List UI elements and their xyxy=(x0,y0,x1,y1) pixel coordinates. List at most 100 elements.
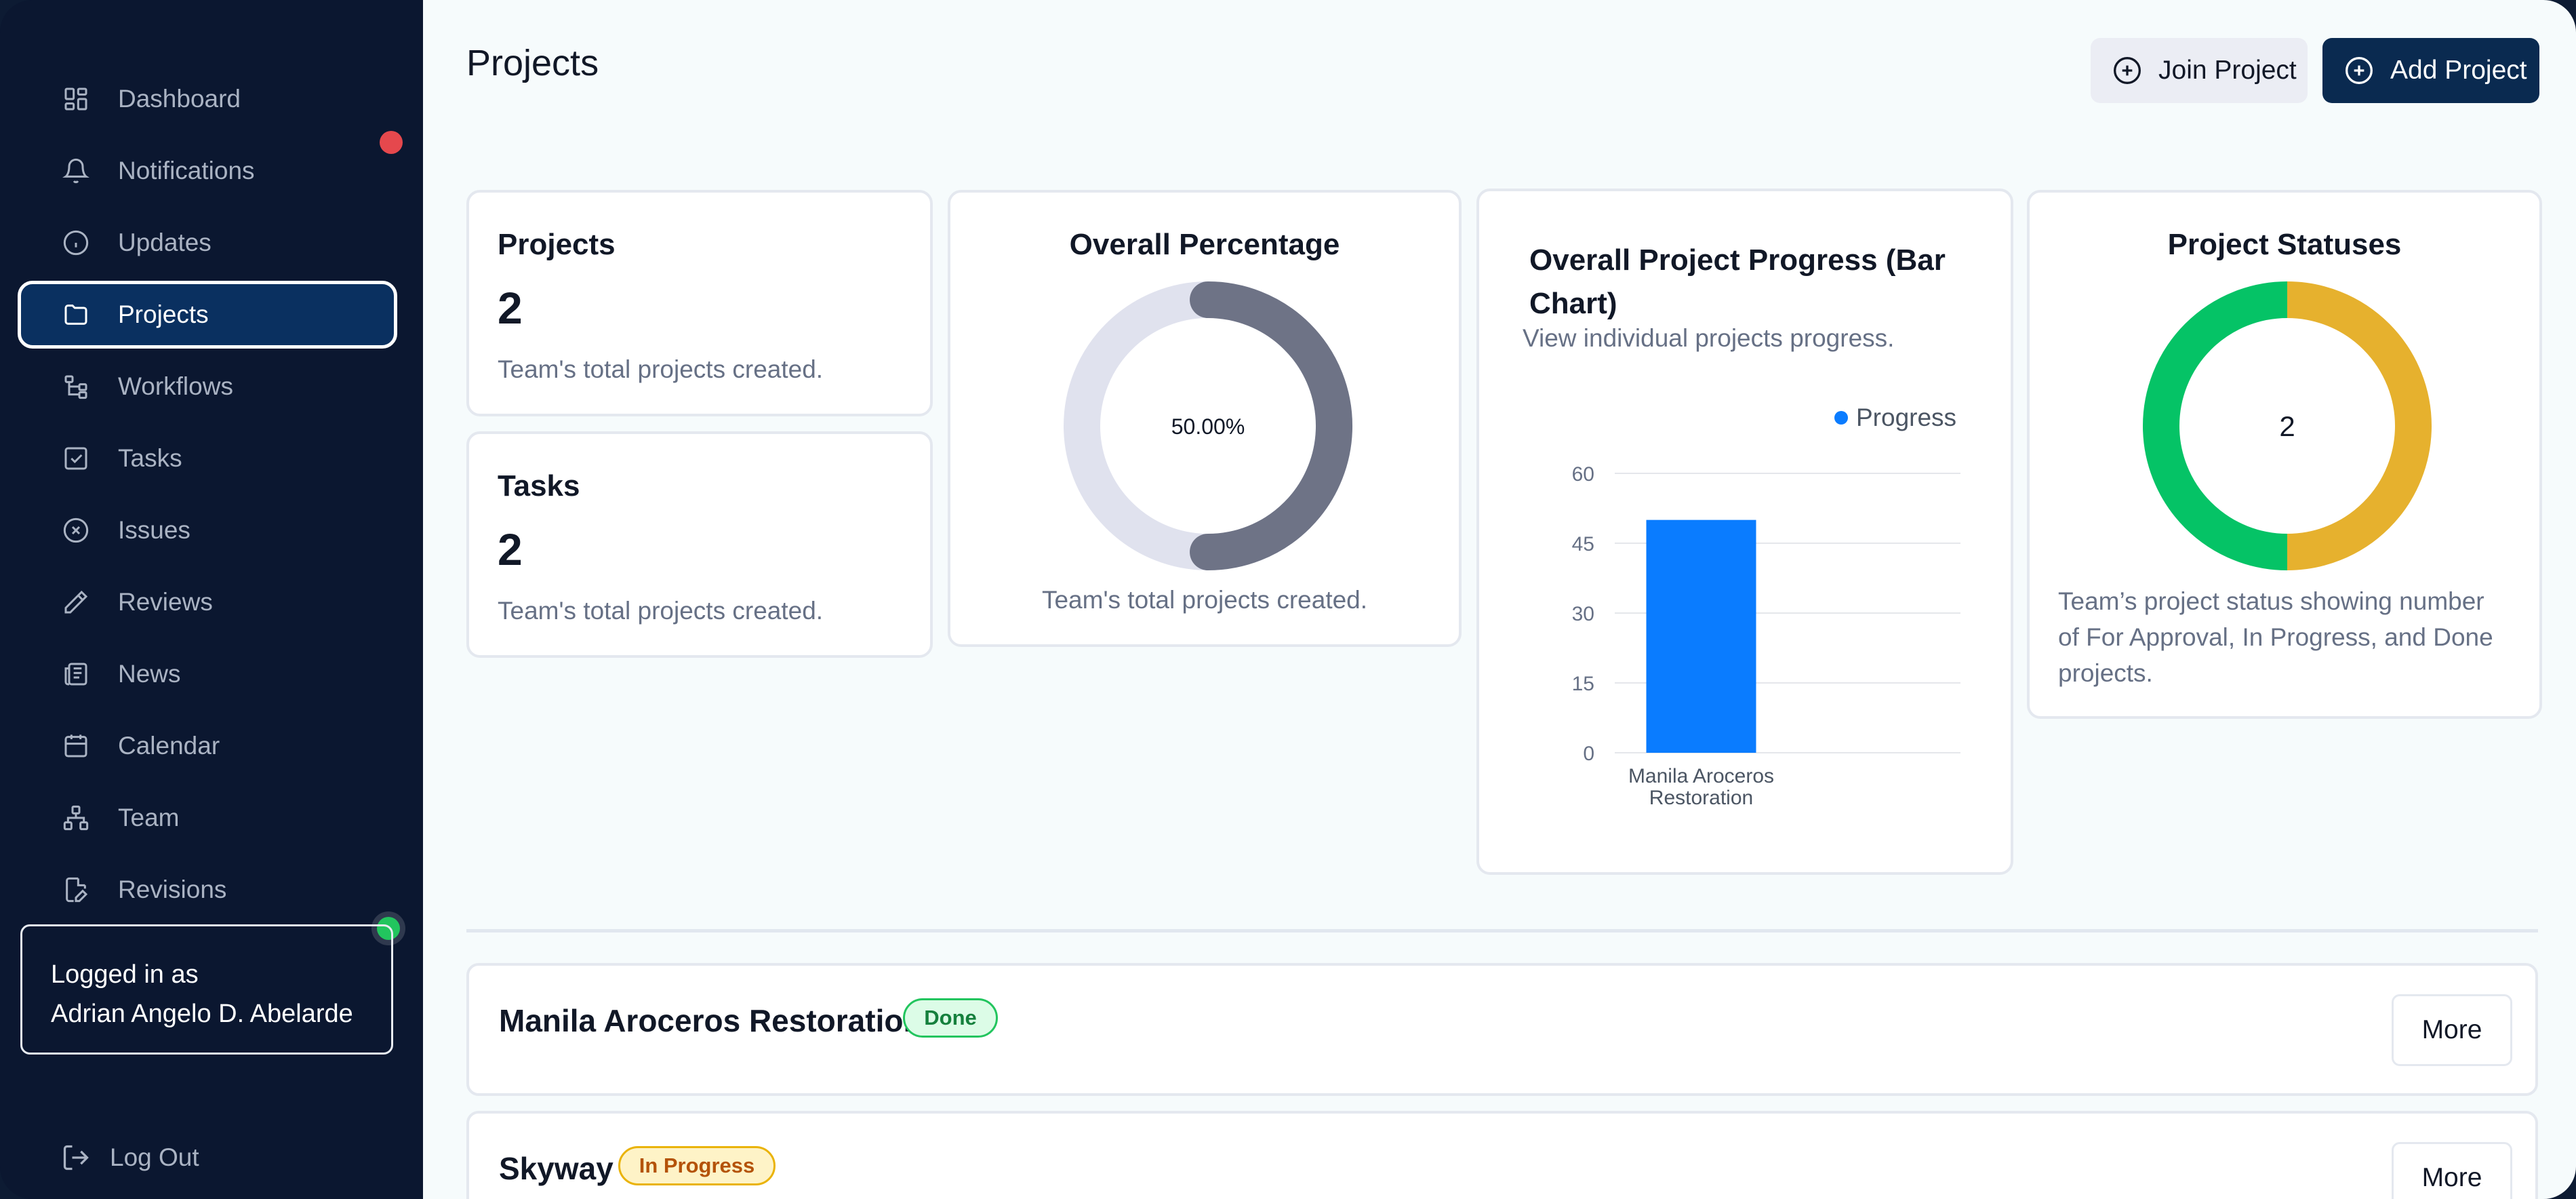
x-tick-label: Manila Aroceros xyxy=(1628,765,1774,787)
add-project-button[interactable]: Add Project xyxy=(2322,38,2539,103)
tasks-stat-desc: Team's total projects created. xyxy=(498,597,824,625)
sidebar-item-notifications[interactable]: Notifications xyxy=(18,137,397,205)
status-desc-line2: of For Approval, In Progress, and Done xyxy=(2058,623,2493,651)
sidebar-item-label: News xyxy=(118,660,181,688)
user-info-box: Logged in as Adrian Angelo D. Abelarde xyxy=(20,924,393,1055)
sidebar-item-tasks[interactable]: Tasks xyxy=(18,425,397,492)
tasks-stat-card: Tasks 2 Team's total projects created. xyxy=(466,431,933,658)
sidebar-item-label: Workflows xyxy=(118,372,233,400)
status-desc-line3: projects. xyxy=(2058,659,2153,687)
y-tick-label: 15 xyxy=(1572,673,1594,695)
y-tick-label: 0 xyxy=(1583,743,1594,765)
page-title: Projects xyxy=(466,43,599,83)
legend-label: Progress xyxy=(1856,404,1956,431)
sidebar-item-label: Notifications xyxy=(118,157,255,184)
project-statuses-title: Project Statuses xyxy=(2167,228,2402,261)
sidebar-item-label: Calendar xyxy=(118,732,220,760)
sidebar-item-label: Updates xyxy=(118,229,212,256)
file-edit-icon xyxy=(61,875,91,905)
dashboard-icon xyxy=(61,84,91,114)
sidebar-item-label: Team xyxy=(118,804,180,831)
sidebar-item-dashboard[interactable]: Dashboard xyxy=(18,65,397,133)
status-donut: 2 xyxy=(2143,281,2432,570)
tasks-stat-title: Tasks xyxy=(498,469,580,503)
y-tick-label: 60 xyxy=(1572,463,1594,486)
legend-marker xyxy=(1834,411,1848,425)
plus-circle-icon xyxy=(2112,56,2142,85)
bar-chart-subtitle: View individual projects progress. xyxy=(1523,324,1895,352)
status-slice[interactable] xyxy=(2143,281,2288,570)
status-center-label: 2 xyxy=(2279,410,2295,442)
sidebar-item-calendar[interactable]: Calendar xyxy=(18,712,397,780)
checkbox-icon xyxy=(61,444,91,473)
add-project-label: Add Project xyxy=(2390,56,2527,85)
sidebar-item-label: Revisions xyxy=(118,876,227,903)
sidebar-item-issues[interactable]: Issues xyxy=(18,496,397,564)
bar-chart-title: Overall Project Progress (Bar Chart) xyxy=(1529,239,1946,326)
sidebar-item-team[interactable]: Team xyxy=(18,784,397,852)
more-button[interactable]: More xyxy=(2392,1142,2512,1199)
info-icon xyxy=(61,228,91,258)
overall-percentage-card: Overall Percentage 50.00% Team's total p… xyxy=(948,190,1462,647)
section-divider xyxy=(466,929,2538,932)
overall-percentage-title: Overall Percentage xyxy=(1069,228,1340,261)
x-circle-icon xyxy=(61,515,91,545)
bar-chart-title-line2: Chart) xyxy=(1529,287,1617,320)
sidebar-item-label: Projects xyxy=(118,300,209,328)
pencil-icon xyxy=(61,587,91,617)
project-row[interactable]: Manila Aroceros Restoration Done More xyxy=(466,963,2538,1096)
y-tick-label: 30 xyxy=(1572,603,1594,625)
project-progress-chart-card: Overall Project Progress (Bar Chart) Vie… xyxy=(1476,189,2013,875)
projects-stat-desc: Team's total projects created. xyxy=(498,355,824,383)
sidebar-item-label: Reviews xyxy=(118,588,213,616)
sidebar-item-projects[interactable]: Projects xyxy=(18,281,397,349)
sidebar: Dashboard Notifications Updates Projects xyxy=(0,0,423,1199)
team-icon xyxy=(61,803,91,833)
project-name: Manila Aroceros Restoration xyxy=(499,1003,923,1038)
sidebar-item-label: Tasks xyxy=(118,444,182,472)
project-statuses-card: Project Statuses 2 Team’s project status… xyxy=(2027,190,2542,719)
projects-stat-title: Projects xyxy=(498,228,616,261)
bar[interactable] xyxy=(1646,519,1756,753)
status-badge: In Progress xyxy=(618,1146,776,1185)
overall-percentage-desc: Team's total projects created. xyxy=(1041,586,1368,614)
folder-icon xyxy=(61,300,91,330)
project-name: Skyway xyxy=(499,1151,613,1186)
sidebar-item-updates[interactable]: Updates xyxy=(18,209,397,277)
projects-stat-value: 2 xyxy=(498,283,523,333)
workflow-icon xyxy=(61,372,91,401)
logged-in-label: Logged in as xyxy=(51,960,199,989)
join-project-label: Join Project xyxy=(2158,56,2297,85)
x-tick-label: Restoration xyxy=(1649,787,1753,809)
logout-button[interactable]: Log Out xyxy=(61,1143,199,1173)
status-desc-line1: Team’s project status showing number xyxy=(2058,587,2484,615)
more-button[interactable]: More xyxy=(2392,994,2512,1066)
status-slice[interactable] xyxy=(2287,281,2432,570)
percentage-label: 50.00% xyxy=(1171,414,1245,439)
newspaper-icon xyxy=(61,659,91,689)
projects-stat-card: Projects 2 Team's total projects created… xyxy=(466,190,933,416)
sidebar-item-reviews[interactable]: Reviews xyxy=(18,568,397,636)
logout-icon xyxy=(61,1143,91,1173)
y-tick-label: 45 xyxy=(1572,533,1594,555)
bell-icon xyxy=(61,156,91,186)
main-content: Projects Join Project Add Project Projec… xyxy=(423,0,2576,1199)
sidebar-item-news[interactable]: News xyxy=(18,640,397,708)
sidebar-item-revisions[interactable]: Revisions xyxy=(18,856,397,924)
project-statuses-desc: Team’s project status showing number of … xyxy=(2058,583,2493,691)
logout-label: Log Out xyxy=(110,1143,199,1171)
bar-chart-title-line1: Overall Project Progress (Bar xyxy=(1529,243,1946,277)
user-name: Adrian Angelo D. Abelarde xyxy=(51,1000,353,1028)
join-project-button[interactable]: Join Project xyxy=(2091,38,2308,103)
percentage-donut: 50.00% xyxy=(1064,281,1353,570)
project-row[interactable]: Skyway In Progress More xyxy=(466,1111,2538,1199)
sidebar-item-label: Issues xyxy=(118,516,190,544)
sidebar-item-label: Dashboard xyxy=(118,85,241,113)
tasks-stat-value: 2 xyxy=(498,524,523,574)
calendar-icon xyxy=(61,731,91,761)
plus-circle-icon xyxy=(2344,56,2374,85)
notification-dot xyxy=(380,131,403,154)
sidebar-item-workflows[interactable]: Workflows xyxy=(18,353,397,420)
